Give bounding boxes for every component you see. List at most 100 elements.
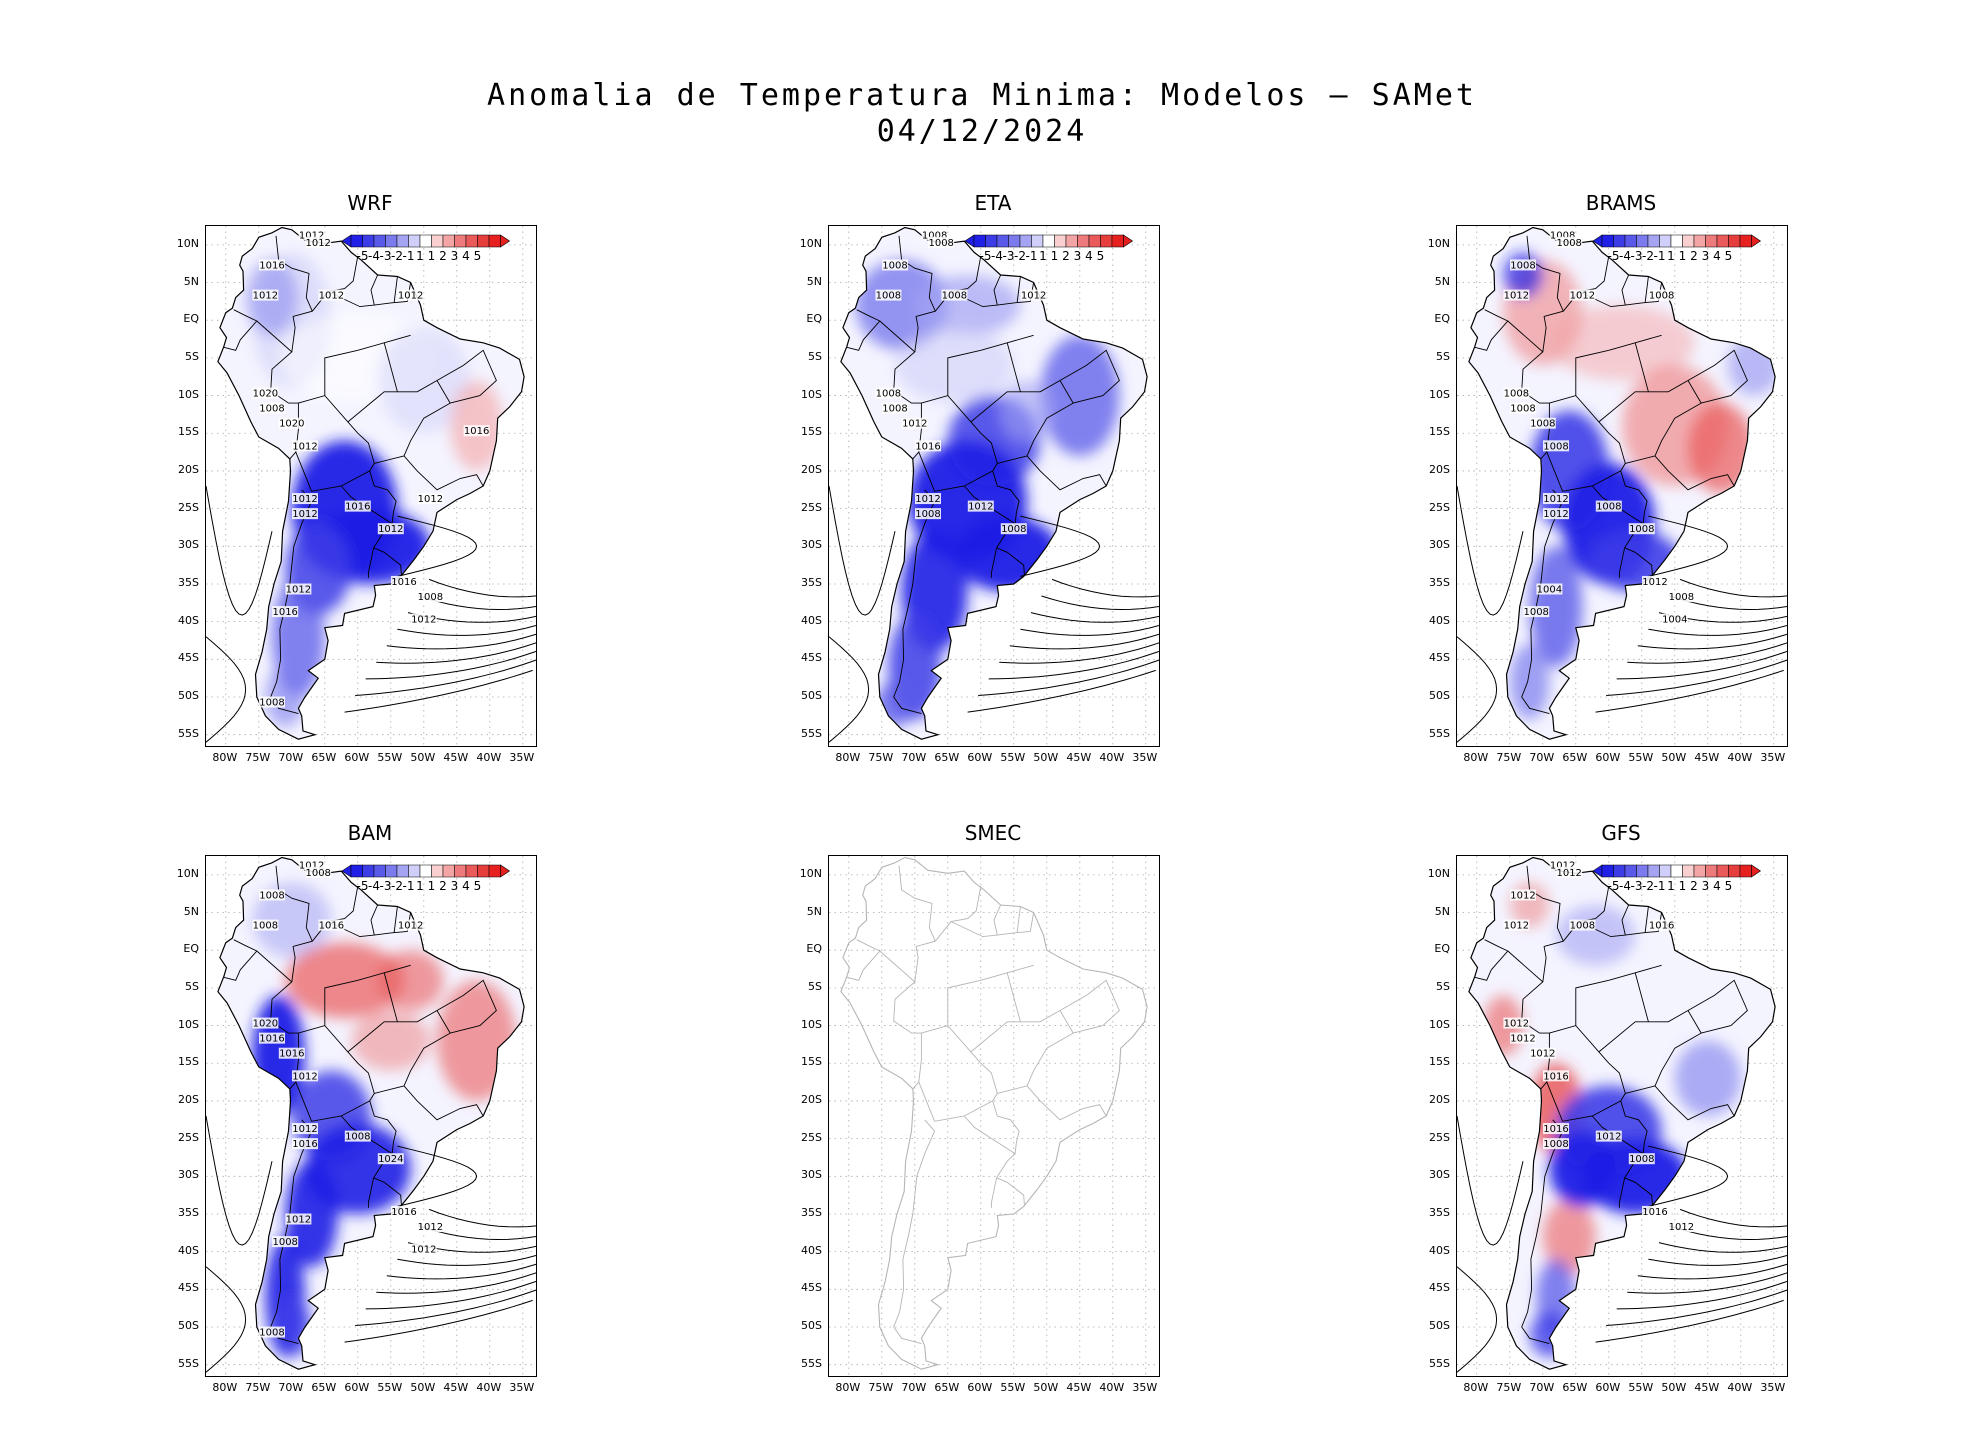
- colorbar-tick-label: -3: [1631, 249, 1643, 263]
- lat-tick-label: 30S: [178, 538, 199, 552]
- isobar-label-text: 1012: [1556, 868, 1581, 879]
- isobar-label-text: 1016: [915, 441, 940, 452]
- isobar-label-text: 1012: [1642, 577, 1667, 588]
- lon-tick-label: 80W: [1463, 1381, 1489, 1394]
- isobar-label: 1008: [928, 236, 955, 249]
- isobar-label: 1016: [915, 440, 941, 452]
- lat-tick-label: 10S: [1429, 1017, 1450, 1031]
- isobar-label-text: 1008: [259, 890, 284, 901]
- colorbar-tick-label: -4: [368, 879, 380, 893]
- anomaly-patch: [1529, 546, 1583, 667]
- isobar-label-text: 1008: [1649, 291, 1674, 302]
- panel-gfs: GFS 10N 5N EQ 5S 10S 15S 20S 25S 30S 35S 40S 45S 50S 5…: [1428, 821, 1788, 1394]
- isobar-label-text: 1012: [299, 230, 324, 241]
- isobar-label: 1008: [259, 889, 285, 901]
- colorbar-tick-label: 2: [439, 249, 447, 263]
- lat-tick-label: 5S: [808, 979, 822, 993]
- isobar-label-text: 1008: [259, 698, 284, 709]
- lon-tick-label: 75W: [245, 751, 271, 764]
- lon-tick-label: 40W: [1727, 751, 1753, 764]
- isobar-label: 1008: [1569, 919, 1596, 932]
- map-frame-eta: 1008 1008 1008 1008 1008 1012 1008 1008 1012 1016…: [828, 225, 1160, 747]
- isobar-label: 1012: [1503, 289, 1530, 302]
- isobar-label: 1008: [1543, 440, 1569, 452]
- colorbar-tick-label: -1: [1026, 249, 1038, 263]
- isobar-label: 1008: [882, 402, 908, 415]
- isobar-label: 1012: [292, 508, 318, 520]
- lon-tick-label: 60W: [344, 751, 370, 764]
- isobar-label: 1016: [259, 259, 285, 271]
- lon-tick-label: 60W: [967, 1381, 993, 1394]
- panel-bam: BAM 10N 5N EQ 5S 10S 15S 20S 25S 30S 35S 40S 45S 50S 5…: [177, 821, 537, 1394]
- isobar-label-text: 1008: [253, 921, 278, 932]
- lat-tick-label: 55S: [801, 726, 822, 740]
- isobar-label: 1016: [292, 1138, 318, 1150]
- figure-title-line2: 04/12/2024: [876, 114, 1088, 149]
- isobar-label-text: 1008: [1510, 404, 1535, 415]
- lon-tick-label: 80W: [835, 751, 861, 764]
- lon-tick-label: 75W: [1496, 1381, 1522, 1394]
- isobar-label-text: 1012: [1510, 890, 1535, 901]
- lat-tick-label: 45S: [178, 651, 199, 665]
- isobar-label: 1012: [1556, 866, 1583, 879]
- isobar-label: 1004: [1536, 583, 1563, 596]
- isobar-label-text: 1016: [292, 1139, 317, 1150]
- colorbar-tick-label: 1: [428, 249, 436, 263]
- lon-tick-label: 50W: [1033, 751, 1059, 764]
- lat-tick-label: 10N: [1427, 236, 1450, 250]
- isobar-label-text: 1008: [876, 291, 901, 302]
- isobar-label: 1008: [941, 289, 968, 302]
- isobar-label: 1012: [1595, 1130, 1622, 1143]
- colorbar-tick-label: 4: [462, 249, 470, 263]
- lon-tick-label: 80W: [835, 1381, 861, 1394]
- isobar-label: 1008: [1503, 387, 1530, 400]
- colorbar-tick-label: -1: [403, 249, 415, 263]
- isobar-label-text: 1008: [1550, 230, 1575, 241]
- isobar-label: 1008: [1628, 523, 1655, 535]
- colorbar-tick-label: 3: [451, 879, 459, 893]
- isobar-label-text: 1008: [1530, 419, 1555, 430]
- isobar-label: 1012: [1569, 289, 1596, 302]
- isobars: [1457, 485, 1787, 743]
- colorbar-tick-label: -1: [1654, 879, 1666, 893]
- isobar-label: 1008: [1000, 523, 1027, 535]
- lat-tick-label: 5S: [1436, 979, 1450, 993]
- isobar-label-text: 1012: [292, 1124, 317, 1135]
- lat-tick-label: EQ: [183, 312, 199, 326]
- lat-tick-label: 50S: [178, 1319, 199, 1332]
- colorbar-tick-label: -2: [1642, 249, 1654, 263]
- lat-tick-label: 35S: [801, 1205, 822, 1219]
- anomaly-patch: [377, 950, 444, 1011]
- isobar-label-text: 1016: [391, 1207, 416, 1218]
- isobar-label-text: 1012: [1669, 1222, 1694, 1233]
- isobar-label: 1008: [1549, 229, 1576, 241]
- lon-tick-label: 35W: [1760, 751, 1786, 764]
- isobar-label: 1012: [1642, 575, 1668, 588]
- figure-title-line1: Anomalia de Temperatura Minima: Modelos …: [487, 78, 1477, 113]
- colorbar: -5 -4 -3 -2 -1 1 1 2 3 4 5: [341, 234, 511, 263]
- lon-tick-label: 35W: [509, 1381, 535, 1394]
- lat-tick-label: 40S: [178, 1243, 199, 1257]
- lon-tick-label: 50W: [410, 1381, 436, 1394]
- lon-tick-label: 55W: [1000, 751, 1026, 764]
- lon-tick-label: 80W: [212, 1381, 238, 1394]
- colorbar-tick-label: -5: [1608, 879, 1620, 893]
- isobar-label: 1004: [1661, 613, 1688, 626]
- anomaly-patch: [895, 327, 1014, 404]
- lon-tick-label: 70W: [901, 1381, 927, 1394]
- colorbar-tick-label: -3: [380, 879, 392, 893]
- lat-tick-label: 55S: [801, 1356, 822, 1370]
- isobar-label-text: 1016: [1642, 1207, 1667, 1218]
- panel-brams: BRAMS 10N 5N EQ 5S 10S 15S 20S 25S 30S 35S 40S 45S 50…: [1428, 191, 1788, 764]
- colorbar-tick-label: 2: [1690, 879, 1698, 893]
- isobar-label-text: 1016: [464, 426, 489, 437]
- isobars: [206, 1115, 536, 1373]
- isobar-label-text: 1012: [915, 494, 940, 505]
- lon-tick-label: 55W: [377, 1381, 403, 1394]
- lat-tick-label: 45S: [801, 1281, 822, 1295]
- lat-tick-label: 25S: [1429, 1130, 1450, 1144]
- map-smec: [829, 856, 1159, 1376]
- lon-tick-label: 45W: [1694, 1381, 1720, 1394]
